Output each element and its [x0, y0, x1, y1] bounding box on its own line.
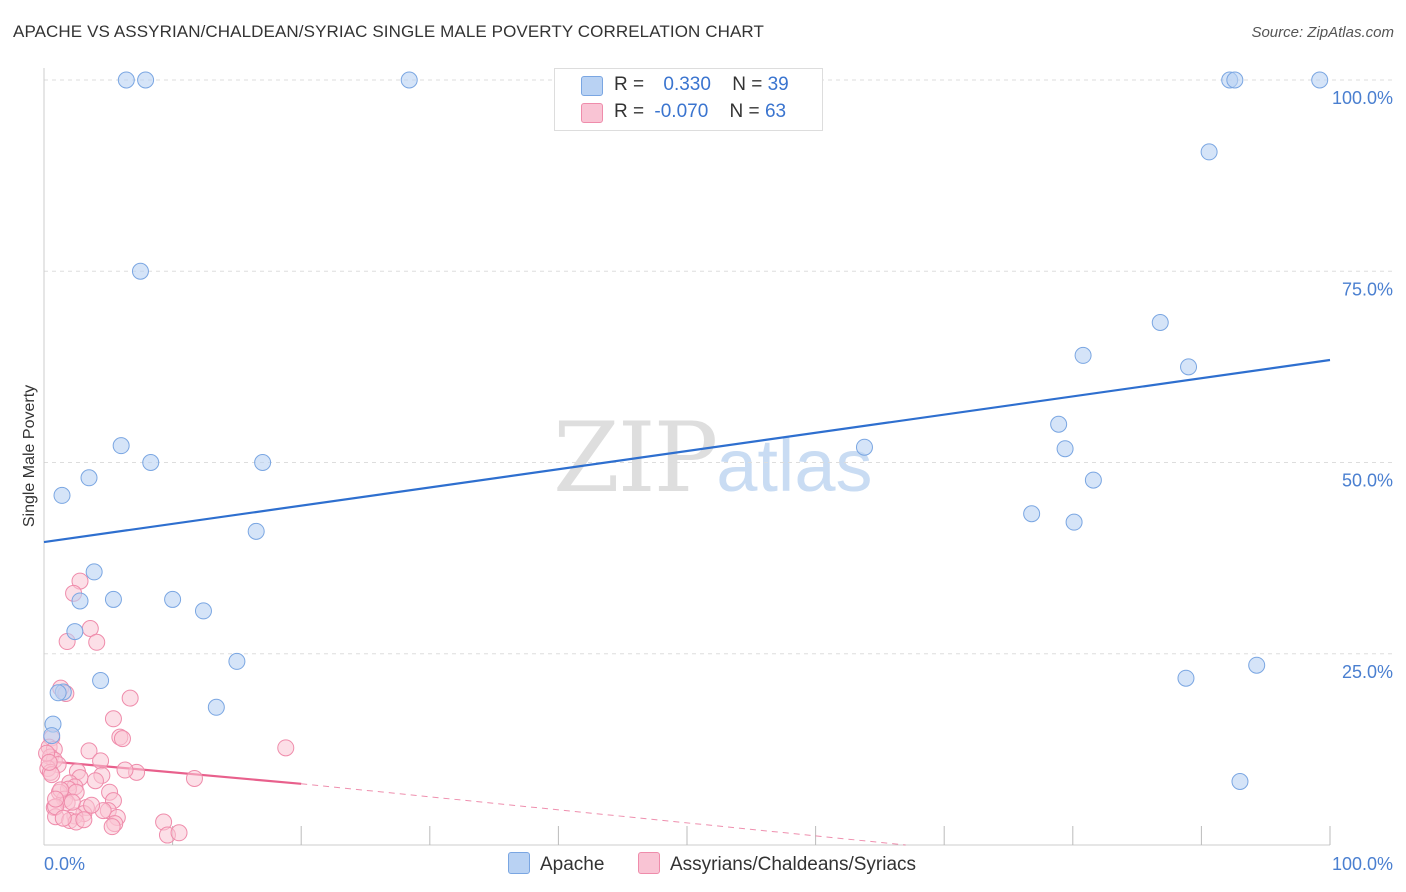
- assyrian-point: [277, 739, 295, 757]
- apache-point: [92, 672, 110, 690]
- assyrian-point: [75, 811, 93, 829]
- apache-point: [254, 454, 272, 471]
- apache-point: [164, 590, 182, 608]
- apache-point: [142, 454, 160, 471]
- assyrian-point: [86, 772, 104, 790]
- apache-point: [1226, 71, 1244, 89]
- assyrian-r-label: R =: [614, 101, 645, 122]
- apache-point: [1180, 358, 1198, 376]
- assyrian-point: [170, 824, 188, 842]
- apache-point: [49, 684, 67, 702]
- y-axis-label: Single Male Poverty: [21, 385, 38, 527]
- apache-r-label: R =: [614, 74, 645, 95]
- apache-point: [194, 602, 212, 620]
- assyrian-trend-extension: [301, 783, 906, 846]
- apache-point: [1177, 669, 1195, 687]
- apache-point: [1084, 471, 1102, 489]
- assyrian-point: [83, 796, 101, 814]
- watermark-atlas: atlas: [716, 424, 873, 507]
- x-tick-label: 100.0%: [1332, 854, 1393, 874]
- assyrian-point: [185, 769, 203, 787]
- data-points: [38, 71, 1329, 844]
- assyrian-point: [116, 761, 134, 779]
- apache-point: [1023, 505, 1041, 523]
- y-tick-label: 50.0%: [1342, 471, 1393, 491]
- apache-point: [1074, 346, 1092, 364]
- source-label: Source: ZipAtlas.com: [1251, 24, 1394, 41]
- assyrian-swatch: [581, 103, 603, 123]
- apache-point: [104, 590, 122, 608]
- apache-r-value: 0.330: [663, 74, 711, 95]
- assyrian-n-value: 63: [764, 101, 787, 122]
- assyrian-r-value: -0.070: [654, 101, 709, 122]
- assyrian-point: [80, 742, 98, 760]
- apache-point: [80, 469, 98, 487]
- apache-n-label: N =: [732, 74, 763, 95]
- assyrian-point: [63, 793, 81, 811]
- apache-point: [1311, 71, 1329, 89]
- assyrian-n-label: N =: [729, 101, 760, 122]
- apache-point: [1050, 415, 1068, 433]
- x-tick-label: 0.0%: [44, 854, 85, 874]
- assyrian-point: [121, 689, 139, 707]
- apache-trend-line: [43, 358, 1331, 544]
- apache-point: [855, 438, 873, 456]
- apache-legend-label: Apache: [540, 854, 605, 875]
- assyrian-legend-label: Assyrians/Chaldeans/Syriacs: [670, 854, 917, 875]
- assyrian-point: [40, 753, 58, 771]
- apache-point: [117, 71, 135, 89]
- bottom-legend-assyrian: Assyrians/Chaldeans/Syriacs: [638, 852, 916, 876]
- tick-labels: 25.0% 50.0% 75.0% 100.0% 0.0% 100.0%: [44, 88, 1393, 874]
- apache-point: [1231, 773, 1249, 791]
- apache-point: [228, 652, 246, 670]
- watermark: ZIPatlas: [553, 402, 873, 514]
- assyrian-point: [92, 752, 110, 770]
- y-tick-label: 75.0%: [1342, 279, 1393, 299]
- bottom-legend-apache: Apache: [508, 852, 604, 876]
- apache-point: [1248, 656, 1266, 674]
- correlation-legend: R = 0.330 N = 39 R = -0.070 N = 63: [554, 68, 823, 131]
- assyrian-point: [47, 790, 65, 808]
- apache-point: [1200, 143, 1218, 161]
- apache-point: [66, 623, 84, 641]
- apache-n-value: 39: [767, 74, 789, 95]
- assyrian-point: [88, 633, 106, 651]
- apache-point: [1065, 513, 1083, 531]
- apache-point: [1056, 440, 1074, 458]
- apache-point: [43, 727, 61, 745]
- trend-lines: [43, 358, 1331, 846]
- assyrian-point: [113, 730, 131, 748]
- apache-point: [53, 486, 71, 504]
- axes: [43, 68, 1331, 846]
- apache-point: [247, 522, 265, 540]
- assyrian-point: [103, 818, 121, 836]
- y-tick-label: 25.0%: [1342, 662, 1393, 682]
- apache-point: [137, 71, 155, 89]
- apache-point: [71, 592, 89, 610]
- assyrian-point: [54, 809, 72, 827]
- apache-swatch: [581, 76, 603, 96]
- apache-point: [207, 698, 225, 716]
- apache-point: [1151, 314, 1169, 332]
- y-tick-label: 100.0%: [1332, 88, 1393, 108]
- chart-title: APACHE VS ASSYRIAN/CHALDEAN/SYRIAC SINGL…: [13, 22, 764, 41]
- assyrian-trend-line: [43, 759, 302, 785]
- assyrian-point: [104, 710, 122, 728]
- apache-legend-swatch: [508, 852, 530, 874]
- assyrian-legend-swatch: [638, 852, 660, 874]
- apache-point: [400, 71, 418, 89]
- apache-point: [112, 437, 130, 455]
- apache-point: [131, 262, 149, 280]
- apache-point: [85, 563, 103, 581]
